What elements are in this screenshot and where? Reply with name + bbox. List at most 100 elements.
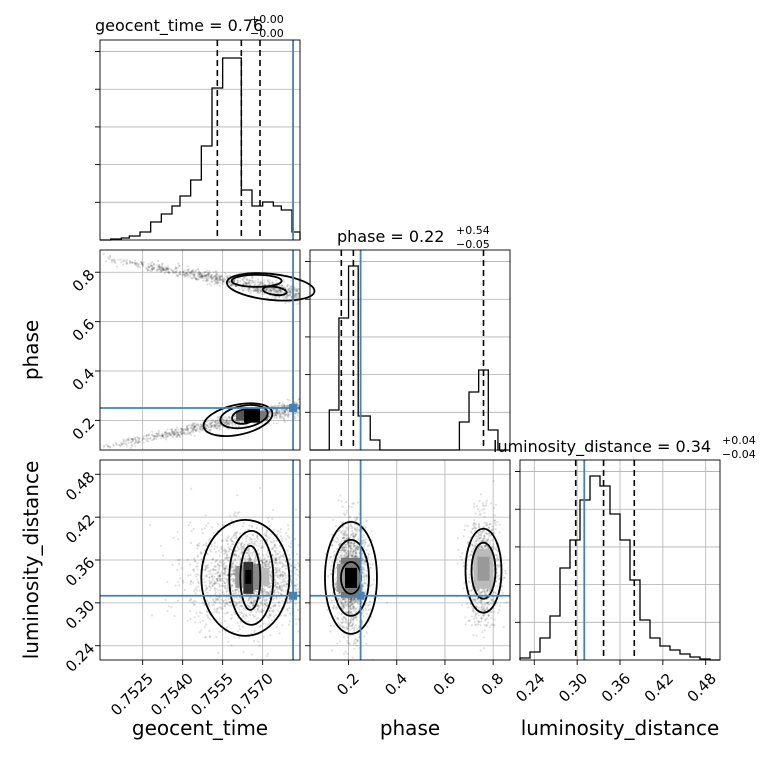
sample-point (275, 571, 278, 574)
sample-point (204, 589, 207, 592)
density-cell (261, 567, 270, 586)
sample-point (195, 589, 198, 592)
sample-point (338, 597, 341, 600)
sample-point (117, 444, 121, 447)
sample-point (350, 603, 353, 607)
sample-point (279, 556, 282, 559)
sample-point (112, 259, 115, 262)
sample-point (197, 424, 200, 427)
sample-point (274, 289, 278, 292)
sample-point (350, 551, 353, 554)
sample-point (344, 599, 347, 602)
sample-point (242, 280, 245, 283)
sample-point (172, 430, 176, 434)
sample-point (197, 273, 200, 276)
sample-point (207, 570, 210, 573)
sample-point (275, 585, 278, 588)
sample-point (267, 555, 270, 558)
sample-point (290, 575, 293, 578)
sample-point (239, 556, 242, 560)
sample-point (347, 623, 350, 626)
sample-point (161, 434, 164, 438)
sample-point (345, 509, 348, 512)
sample-point (151, 266, 154, 269)
sample-point (229, 283, 232, 286)
sample-point (132, 261, 135, 264)
sample-point (189, 617, 192, 620)
sample-point (208, 429, 212, 432)
sample-point (263, 533, 266, 536)
sample-point (211, 558, 214, 561)
sample-point (248, 605, 252, 609)
sample-point (295, 292, 299, 295)
sample-point (161, 268, 165, 272)
sample-point (344, 548, 348, 552)
sample-point (277, 289, 280, 292)
sample-point (208, 582, 211, 585)
sample-point (228, 548, 231, 551)
sample-point (211, 583, 214, 586)
sample-point (343, 546, 346, 549)
sample-point (246, 552, 249, 555)
sample-point (350, 505, 353, 509)
sample-point (201, 275, 204, 278)
sample-point (198, 273, 202, 276)
sample-point (181, 429, 184, 433)
sample-point (188, 431, 191, 434)
sample-point (177, 433, 180, 436)
sample-point (152, 267, 155, 270)
sample-point (212, 568, 215, 571)
sample-point (354, 608, 357, 611)
sample-point (191, 427, 194, 430)
sample-point (219, 551, 223, 554)
sample-point (175, 433, 178, 436)
sample-point (352, 544, 355, 547)
sample-point (334, 581, 337, 584)
sample-point (283, 405, 286, 408)
sample-point (349, 549, 352, 553)
sample-point (343, 600, 347, 604)
sample-point (293, 566, 296, 569)
sample-point (234, 534, 238, 537)
sample-point (227, 275, 230, 278)
sample-point (248, 287, 251, 291)
sample-point (278, 632, 281, 635)
sample-point (283, 411, 287, 414)
sample-point (204, 584, 207, 587)
sample-point (242, 614, 245, 618)
sample-point (147, 432, 151, 436)
sample-point (161, 434, 164, 438)
sample-point (261, 561, 264, 564)
sample-point (267, 592, 270, 595)
sample-point (283, 420, 286, 424)
sample-point (272, 605, 275, 608)
sample-point (351, 555, 354, 558)
sample-point (275, 411, 278, 414)
sample-point (284, 286, 287, 289)
sample-point (151, 267, 154, 270)
sample-point (182, 271, 185, 274)
sample-point (294, 292, 298, 295)
sample-point (226, 542, 230, 545)
sample-point (173, 432, 176, 435)
sample-point (284, 411, 287, 414)
sample-point (294, 618, 297, 621)
sample-point (150, 262, 153, 265)
sample-point (221, 280, 225, 284)
sample-point (236, 280, 239, 283)
sample-point (171, 431, 174, 434)
sample-point (211, 579, 214, 582)
sample-point (290, 287, 293, 291)
sample-point (278, 587, 282, 590)
sample-point (128, 262, 131, 265)
sample-point (264, 600, 267, 603)
sample-point (247, 280, 250, 284)
sample-point (213, 580, 216, 583)
sample-point (269, 411, 272, 415)
sample-point (205, 274, 208, 277)
sample-point (229, 617, 233, 621)
sample-point (221, 278, 224, 281)
sample-point (234, 590, 237, 593)
sample-point (218, 428, 222, 431)
sample-point (231, 283, 234, 287)
